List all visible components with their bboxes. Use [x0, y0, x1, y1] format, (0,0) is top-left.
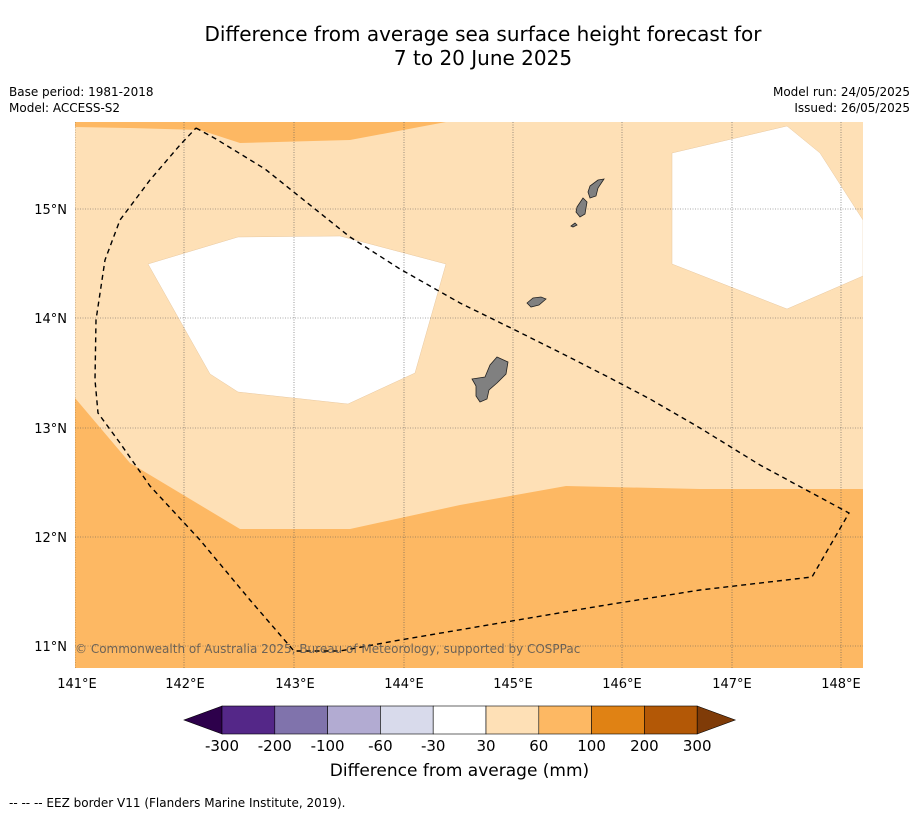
colorbar-segment — [591, 705, 645, 735]
lon-label: 147°E — [712, 677, 752, 692]
model-run: Model run: 24/05/2025 — [772, 85, 910, 99]
title-line-1: Difference from average sea surface heig… — [204, 22, 762, 46]
model-name: Model: ACCESS-S2 — [9, 101, 121, 115]
colorbar — [183, 705, 737, 735]
guam-island — [471, 356, 509, 403]
lat-label: 13°N — [34, 422, 67, 437]
base-period: Base period: 1981-2018 — [9, 85, 154, 99]
lat-label: 14°N — [34, 312, 67, 327]
aguijan-island — [570, 222, 578, 228]
map-title: Difference from average sea surface heig… — [0, 22, 919, 70]
colorbar-label: Difference from average (mm) — [329, 761, 590, 781]
eez-border — [94, 127, 850, 652]
graticule — [75, 122, 863, 668]
eez-legend-note: -- -- -- EEZ border V11 (Flanders Marine… — [9, 796, 346, 810]
lat-label: 15°N — [34, 203, 67, 218]
colorbar-segment — [485, 705, 540, 735]
anomaly-neutral-east — [671, 125, 863, 310]
colorbar-tick-label: 30 — [476, 737, 495, 755]
anomaly-neutral-central — [147, 235, 447, 405]
colorbar-arrow-low — [183, 705, 223, 735]
tinian-island — [575, 197, 588, 218]
meta-left: Base period: 1981-2018 Model: ACCESS-S2 — [9, 84, 154, 116]
colorbar-tick-label: 60 — [529, 737, 548, 755]
colorbar-segment — [380, 705, 434, 735]
lon-label: 146°E — [602, 677, 642, 692]
colorbar-tick-label: 100 — [577, 737, 606, 755]
copyright-text: © Commonwealth of Australia 2025, Bureau… — [75, 642, 580, 656]
colorbar-segment — [274, 705, 328, 735]
colorbar-tick-label: -200 — [258, 737, 292, 755]
colorbar-tick-label: 200 — [630, 737, 659, 755]
map-area: © Commonwealth of Australia 2025, Bureau… — [75, 122, 863, 668]
colorbar-segment — [432, 705, 487, 735]
lon-label: 141°E — [57, 677, 97, 692]
colorbar-segment — [538, 705, 592, 735]
colorbar-ticks: -300 -200 -100 -60 -30 30 60 100 200 300 — [205, 737, 712, 755]
colorbar-segment — [644, 705, 698, 735]
anomaly-60-100-south — [75, 398, 863, 668]
anomaly-60-100-north — [75, 122, 446, 143]
colorbar-tick-label: 300 — [683, 737, 712, 755]
colorbar-arrow-high — [696, 705, 737, 735]
rota-island — [526, 296, 547, 308]
colorbar-tick-label: -300 — [205, 737, 239, 755]
islands — [471, 178, 605, 403]
lon-label: 145°E — [493, 677, 533, 692]
lat-axis: 15°N 14°N 13°N 12°N 11°N — [34, 203, 67, 655]
colorbar-tick-label: -60 — [368, 737, 393, 755]
saipan-island — [587, 178, 605, 199]
lon-label: 142°E — [165, 677, 205, 692]
title-line-2: 7 to 20 June 2025 — [393, 46, 573, 70]
issued-date: Issued: 26/05/2025 — [794, 101, 910, 115]
lon-axis: 141°E 142°E 143°E 144°E 145°E 146°E 147°… — [57, 677, 861, 692]
lon-label: 148°E — [821, 677, 861, 692]
lon-label: 143°E — [275, 677, 315, 692]
lon-label: 144°E — [384, 677, 424, 692]
colorbar-tick-label: -100 — [311, 737, 345, 755]
colorbar-segment — [327, 705, 381, 735]
lat-label: 11°N — [34, 640, 67, 655]
colorbar-tick-label: -30 — [421, 737, 446, 755]
colorbar-segment — [221, 705, 276, 735]
meta-right: Model run: 24/05/2025 Issued: 26/05/2025 — [773, 84, 910, 116]
lat-label: 12°N — [34, 531, 67, 546]
